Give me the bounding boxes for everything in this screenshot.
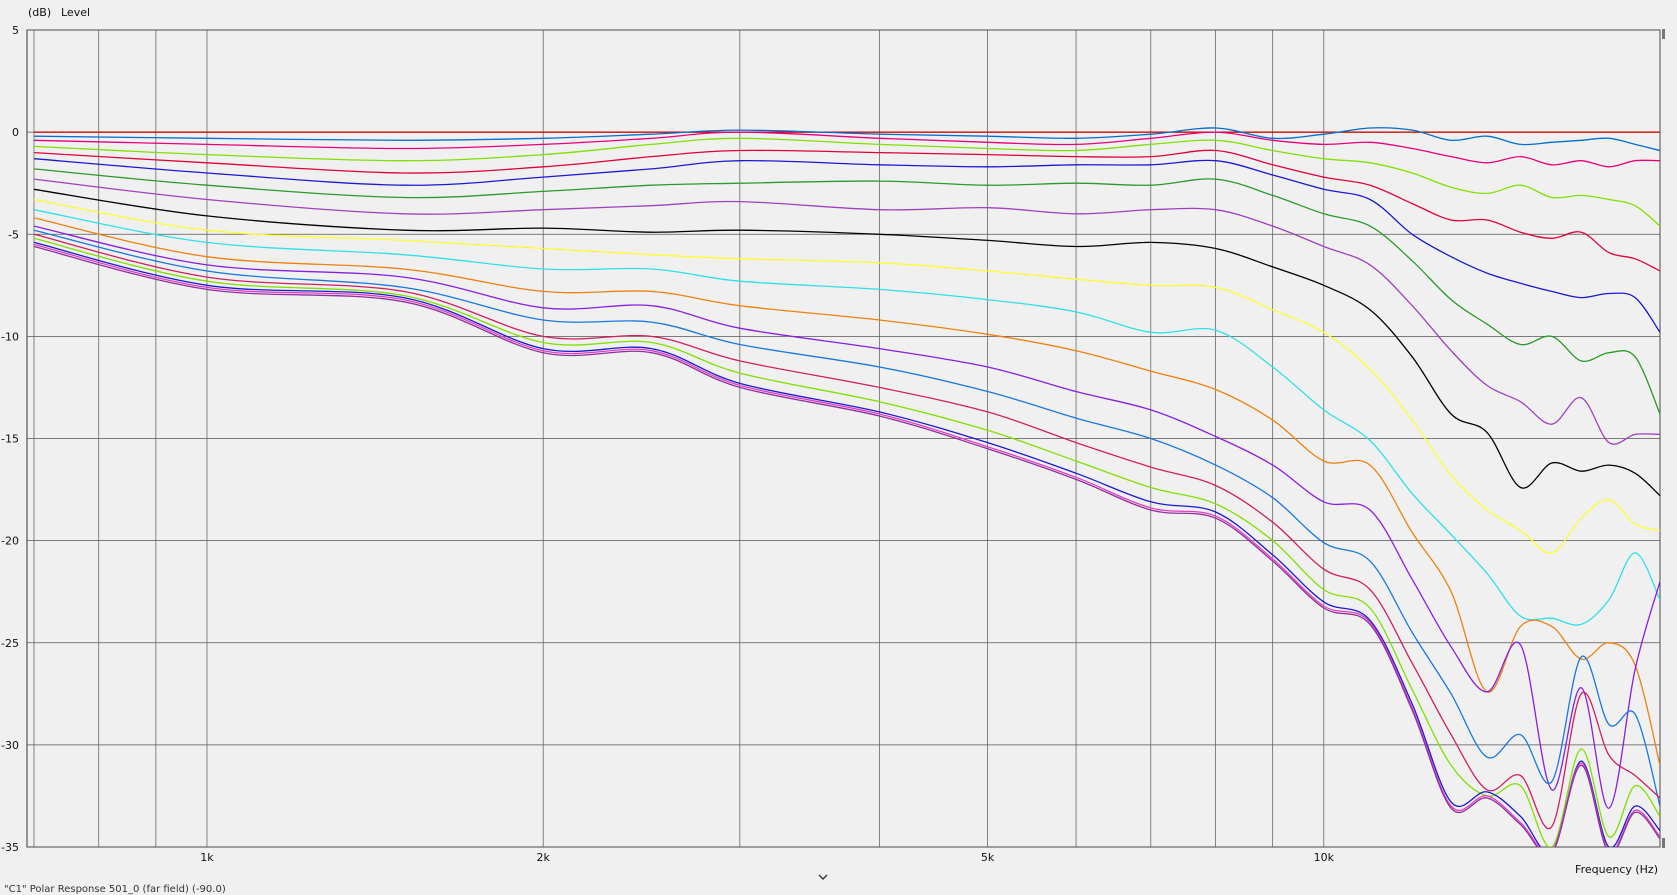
series-line: [33, 149, 1660, 272]
series-line: [33, 127, 1660, 152]
x-tick-label: 10k: [1314, 851, 1335, 864]
series-line: [33, 209, 1660, 626]
series-line: [33, 131, 1660, 168]
series-line: [33, 225, 1660, 809]
x-tick-label: 1k: [200, 851, 214, 864]
series-line: [33, 137, 1660, 227]
series-line: [33, 217, 1660, 766]
x-axis-label: Frequency (Hz): [1575, 863, 1658, 876]
x-tick-label: 2k: [536, 851, 550, 864]
y-tick-label: -35: [1, 841, 19, 854]
series-line: [33, 188, 1660, 497]
chevron-down-icon[interactable]: [818, 874, 828, 880]
y-tick-label: -15: [1, 433, 19, 446]
x-tick-label: 5k: [981, 851, 995, 864]
series-line: [33, 178, 1660, 445]
bottom-right-marker: [1662, 838, 1665, 848]
series-line: [33, 229, 1660, 807]
y-tick-label: -25: [1, 637, 19, 650]
chart-caption: "C1" Polar Response 501_0 (far field) (-…: [4, 884, 226, 895]
series-line: [33, 168, 1660, 415]
series-line: [33, 158, 1660, 333]
series-line: [33, 198, 1660, 554]
series-line: [33, 233, 1660, 830]
series-line: [33, 245, 1660, 847]
y-tick-label: 0: [12, 126, 19, 139]
y-axis-label: Level: [61, 6, 90, 19]
series-layer: [33, 127, 1660, 847]
x-tick-labels: 1k 2k 5k 10k: [200, 851, 1334, 864]
y-tick-label: -5: [8, 228, 19, 241]
top-right-marker: [1662, 29, 1665, 39]
y-tick-label: -20: [1, 535, 19, 548]
y-tick-label: -10: [1, 330, 19, 343]
y-tick-labels: 5 0 -5 -10 -15 -20 -25 -30 -35: [1, 24, 19, 854]
y-tick-label: -30: [1, 739, 19, 752]
y-tick-label: 5: [12, 24, 19, 37]
series-line: [33, 237, 1660, 847]
y-axis-unit: (dB): [28, 6, 51, 19]
